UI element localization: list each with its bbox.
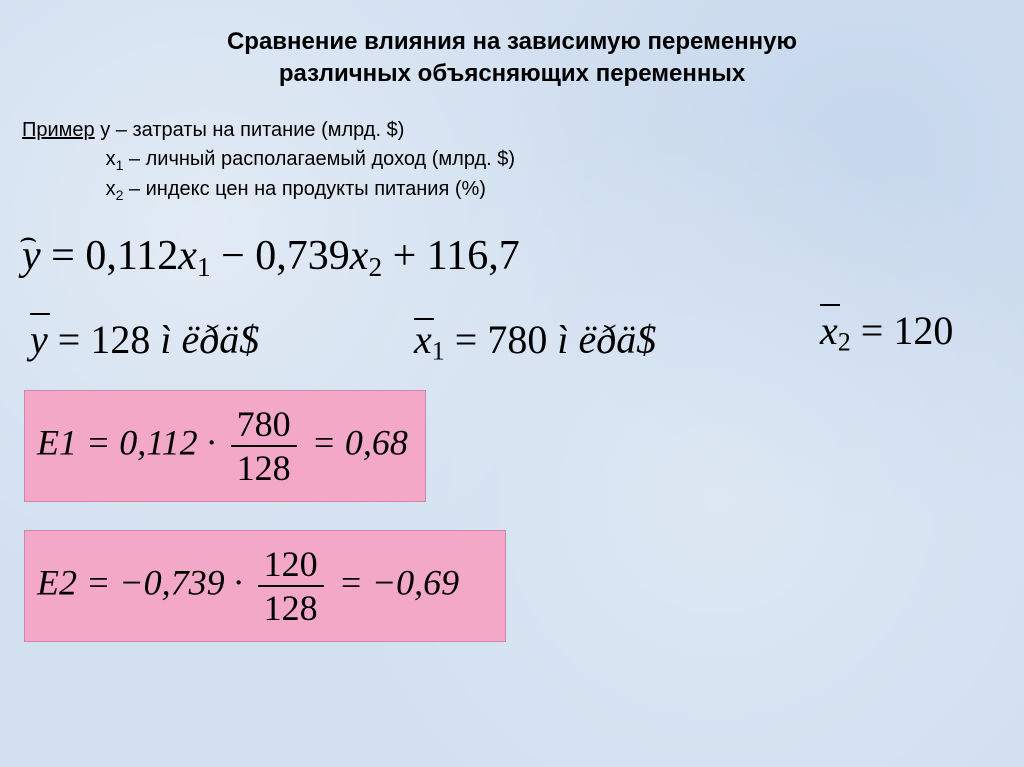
x2-bar-line xyxy=(820,304,840,306)
elasticity-box-1: E1 = 0,112 · 780 128 = 0,68 xyxy=(24,390,426,502)
y-bar-line xyxy=(30,313,50,315)
example-x1: x1 – личный располагаемый доход (млрд. $… xyxy=(106,148,516,170)
example-y: y – затраты на питание (млрд. $) xyxy=(100,119,404,141)
elasticity-box-2: E2 = −0,739 · 120 128 = −0,69 xyxy=(24,530,506,642)
example-label: Пример xyxy=(22,119,95,141)
regression-equation: y = 0,112x1 − 0,739x2 + 116,7 xyxy=(22,232,520,283)
mean-x2: x2 = 120 xyxy=(820,307,953,358)
title-line-2: различных объясняющих переменных xyxy=(279,60,745,87)
title-line-1: Сравнение влияния на зависимую переменну… xyxy=(227,28,797,55)
elasticity-eq-2: E2 = −0,739 · 120 128 = −0,69 xyxy=(37,543,459,629)
elasticity-eq-1: E1 = 0,112 · 780 128 = 0,68 xyxy=(37,403,408,489)
mean-y: y = 128 ì ëðä$ xyxy=(30,316,259,363)
slide-title: Сравнение влияния на зависимую переменну… xyxy=(0,26,1024,91)
mean-x1: x1 = 780 ì ëðä$ xyxy=(414,316,656,367)
example-block: Пример y – затраты на питание (млрд. $) … xyxy=(22,116,515,206)
example-x2: x2 – индекс цен на продукты питания (%) xyxy=(106,178,486,200)
